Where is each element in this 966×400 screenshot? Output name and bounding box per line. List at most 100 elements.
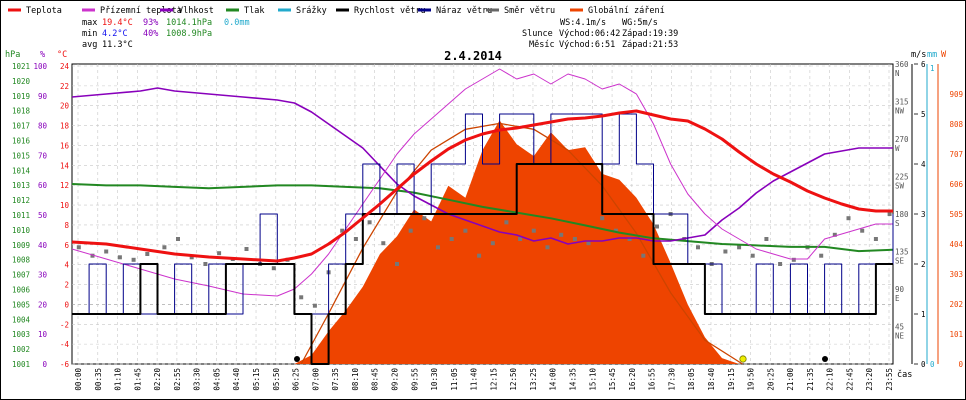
tick-humidity_pct-0: 100	[33, 62, 47, 71]
tick-wind-dir-4: 180	[895, 210, 909, 219]
wind-dir-point-0	[76, 245, 81, 250]
legend-label-4: Srážky	[296, 6, 327, 16]
wind-dir-point-37	[586, 241, 591, 246]
tick-x-20: 11:40	[470, 368, 479, 391]
tick-x-18: 10:30	[430, 368, 439, 391]
markers	[294, 355, 828, 363]
unit-ms: m/s	[911, 50, 926, 60]
series-layer	[71, 68, 894, 365]
tick-wind-dir-5: 135	[895, 248, 909, 257]
tick-temperature_c-6: 12	[60, 181, 69, 190]
wind-dir-point-47	[723, 249, 728, 254]
wind-dir-point-12	[244, 247, 249, 251]
tick-temperature_c-3: 18	[60, 122, 70, 131]
tick-humidity_pct-5: 50	[38, 211, 48, 220]
tick-x-3: 01:45	[133, 368, 142, 391]
stats-max-rain: 0.0mm	[224, 18, 250, 28]
tick-x-31: 18:05	[687, 368, 696, 391]
wind-dir-point-6	[162, 245, 167, 250]
wind-dir-point-42	[655, 224, 659, 229]
wind-dir-point-5	[145, 252, 150, 256]
tick-x-32: 18:40	[707, 368, 716, 391]
wind-dir-point-52	[791, 257, 796, 262]
wind-dir-point-22	[381, 241, 386, 246]
unit-hpa: hPa	[5, 50, 20, 60]
tick-temperature_c-7: 10	[60, 201, 70, 210]
tick-pressure_hpa-1: 1020	[12, 77, 31, 86]
tick-pressure_hpa-16: 1005	[12, 300, 30, 309]
series-wind-speed	[72, 163, 893, 365]
moon-set: Západ:21:53	[622, 40, 678, 50]
tick-pressure_hpa-12: 1009	[12, 241, 30, 250]
wind-dir-point-28	[463, 228, 468, 233]
wind-dir-point-4	[131, 257, 136, 262]
wind-summary-ws: WS:4.1m/s	[560, 18, 606, 28]
tick-radiation-0: 909	[949, 90, 963, 99]
tick-wind-ms-4: 2	[921, 260, 926, 269]
wind-dir-point-39	[613, 228, 618, 233]
tick-x-28: 16:20	[628, 368, 637, 391]
stats-avg-temp: 11.3°C	[102, 40, 133, 50]
tick-radiation-6: 303	[949, 270, 963, 279]
tick-radiation-7: 202	[949, 300, 963, 309]
tick-radiation-4: 505	[949, 210, 963, 219]
tick-wind-dir-6: 90	[895, 285, 905, 294]
stats-max-label: max	[82, 18, 97, 28]
legend-label-6: Náraz větru	[436, 6, 492, 16]
tick-wind-dir-label-1: NW	[895, 107, 905, 116]
tick-x-40: 23:20	[865, 368, 874, 391]
unit-degc: °C	[57, 50, 67, 60]
axes-layer: 1021102010191018101710161015101410131012…	[12, 60, 964, 391]
unit-w: W	[941, 50, 947, 60]
unit-mm: mm	[927, 50, 937, 60]
tick-radiation-2: 707	[949, 150, 963, 159]
tick-wind-dir-7: 45	[895, 323, 904, 332]
tick-x-27: 15:45	[608, 368, 617, 391]
wind-dir-point-27	[449, 237, 454, 241]
tick-x-36: 21:00	[786, 368, 795, 391]
legend-label-0: Teplota	[26, 6, 62, 16]
tick-x-30: 17:30	[667, 368, 676, 391]
tick-pressure_hpa-8: 1013	[12, 181, 30, 190]
tick-x-39: 22:45	[845, 368, 854, 391]
tick-radiation-8: 101	[949, 330, 963, 339]
tick-radiation-1: 808	[949, 120, 963, 129]
tick-x-1: 00:35	[94, 368, 103, 391]
tick-x-21: 12:15	[489, 368, 498, 391]
wind-dir-point-17	[312, 303, 317, 308]
tick-x-19: 11:05	[450, 368, 459, 391]
stats-min-humidity: 40%	[143, 29, 158, 39]
wind-dir-point-8	[189, 255, 194, 260]
series-radiation-area	[294, 120, 740, 365]
unit-cas: čas	[897, 369, 912, 380]
tick-x-26: 15:10	[588, 368, 597, 391]
tick-temperature_c-11: 2	[64, 281, 69, 290]
tick-pressure_hpa-14: 1007	[12, 271, 30, 280]
tick-pressure_hpa-19: 1002	[12, 345, 30, 354]
stats-max-humidity: 93%	[143, 18, 158, 28]
wind-dir-point-31	[504, 220, 509, 225]
tick-wind-dir-label-0: N	[895, 69, 900, 78]
sun-label: Slunce	[522, 29, 553, 39]
tick-temperature_c-12: 0	[64, 300, 69, 309]
wind-dir-point-24	[408, 228, 413, 233]
wind-dir-point-35	[559, 232, 564, 237]
wind-dir-point-29	[477, 253, 482, 258]
series-radiation-clear-sky	[300, 122, 743, 365]
stats-min-pressure: 1008.9hPa	[166, 29, 212, 39]
legend-label-2: Vlhkost	[178, 6, 214, 16]
wind-dir-point-48	[737, 245, 742, 250]
tick-pressure_hpa-3: 1018	[12, 107, 31, 116]
wind-dir-point-50	[764, 237, 769, 241]
tick-wind-dir-label-2: W	[895, 144, 900, 153]
tick-x-35: 20:25	[766, 368, 775, 391]
legend-label-5: Rychlost větru	[354, 6, 426, 16]
wind-dir-point-7	[176, 237, 180, 241]
wind-dir-point-41	[641, 253, 646, 258]
stats-avg-label: avg	[82, 40, 97, 50]
stats-block: max 19.4°C 93% 1014.1hPa 0.0mm min 4.2°C…	[82, 18, 250, 50]
wind-dir-point-23	[395, 262, 399, 266]
tick-rain-0: 1	[930, 64, 935, 73]
legend-label-7: Směr větru	[504, 6, 555, 16]
